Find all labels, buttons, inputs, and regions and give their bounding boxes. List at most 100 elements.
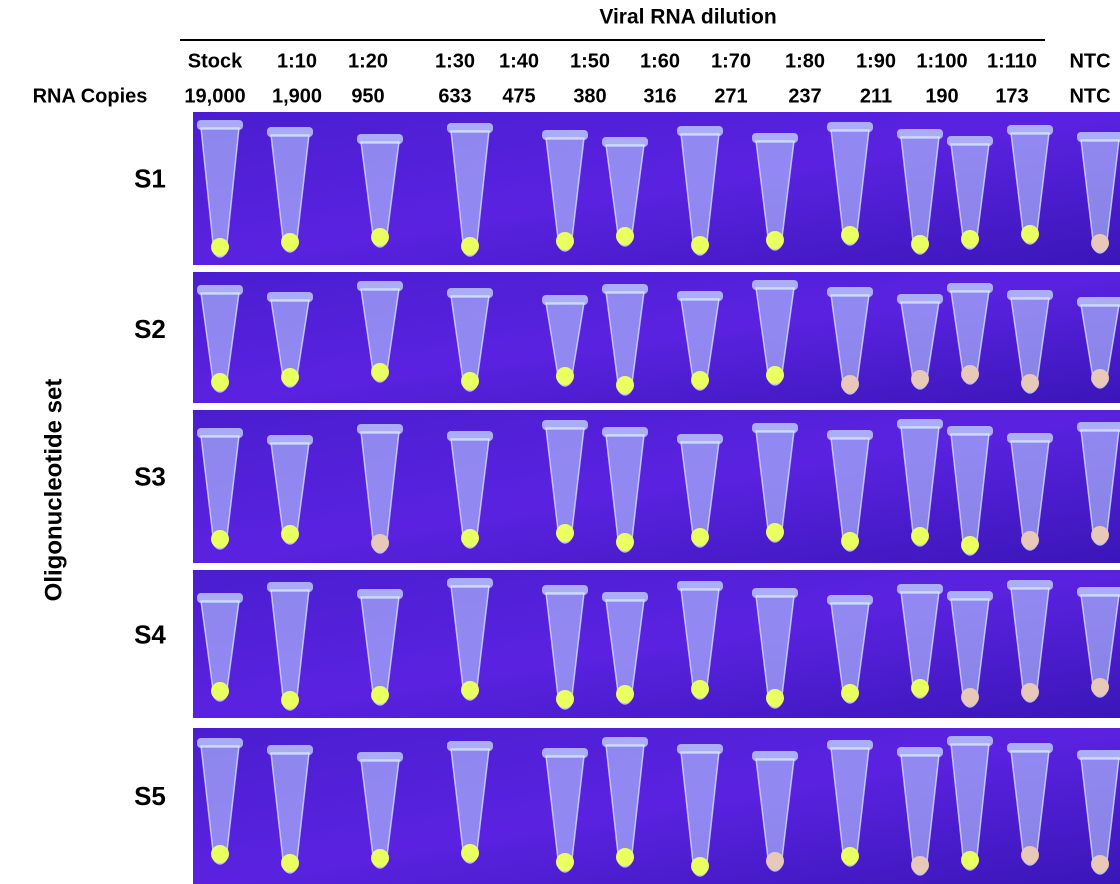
tube-liquid	[371, 686, 389, 704]
copies-value: 19,000	[184, 85, 245, 107]
tube-liquid	[556, 232, 574, 250]
tube-liquid	[371, 849, 389, 867]
tube-liquid	[766, 852, 784, 870]
tube-liquid	[691, 371, 709, 389]
dilution-label: 1:30	[435, 50, 475, 72]
dilution-label: 1:100	[916, 50, 967, 72]
tube-liquid	[1091, 369, 1109, 387]
dilution-label: 1:110	[987, 50, 1037, 72]
tube-liquid	[1091, 234, 1109, 252]
copies-value: NTC	[1069, 85, 1110, 107]
tube-liquid	[766, 523, 784, 541]
tube-liquid	[556, 524, 574, 542]
tube-liquid	[616, 376, 634, 394]
tube-liquid	[211, 682, 229, 700]
dilution-label: 1:90	[856, 50, 896, 72]
tube-liquid	[766, 689, 784, 707]
dilution-label: 1:20	[348, 50, 388, 72]
tube-liquid	[961, 536, 979, 554]
tube-liquid	[281, 233, 299, 251]
copies-value: 475	[502, 85, 535, 107]
copies-value: 190	[925, 85, 958, 107]
tube-liquid	[911, 235, 929, 253]
tube-liquid	[211, 373, 229, 391]
row-label: S5	[134, 781, 166, 811]
tube-liquid	[691, 236, 709, 254]
copies-value: 271	[714, 85, 747, 107]
tube-liquid	[1091, 678, 1109, 696]
tube-liquid	[911, 370, 929, 388]
figure-title: Viral RNA dilution	[599, 6, 776, 29]
tube-liquid	[766, 231, 784, 249]
tube-liquid	[461, 844, 479, 862]
tube-liquid	[211, 530, 229, 548]
tube-liquid	[841, 532, 859, 550]
copies-value: 1,900	[272, 85, 322, 107]
tube-liquid	[961, 230, 979, 248]
tube-liquid	[211, 238, 229, 256]
tube-liquid	[616, 227, 634, 245]
copies-value: 950	[351, 85, 384, 107]
tube-liquid	[691, 528, 709, 546]
tube-liquid	[841, 375, 859, 393]
copies-value: 237	[788, 85, 821, 107]
dilution-label: 1:70	[711, 50, 751, 72]
row-label: S2	[134, 314, 166, 344]
copies-value: 633	[438, 85, 471, 107]
tube-liquid	[616, 533, 634, 551]
tube-liquid	[841, 847, 859, 865]
tube-liquid	[1021, 531, 1039, 549]
tube-liquid	[1091, 526, 1109, 544]
tube-liquid	[1091, 855, 1109, 873]
tube-liquid	[556, 853, 574, 871]
dilution-label: Stock	[188, 50, 243, 72]
tube-liquid	[371, 534, 389, 552]
row-label: S4	[134, 619, 166, 649]
tube-liquid	[841, 226, 859, 244]
tube-liquid	[841, 684, 859, 702]
tube-liquid	[961, 365, 979, 383]
tube-liquid	[911, 679, 929, 697]
tube-liquid	[911, 527, 929, 545]
tube-liquid	[616, 685, 634, 703]
copies-label: RNA Copies	[33, 85, 148, 107]
tube-liquid	[1021, 683, 1039, 701]
tube-liquid	[961, 688, 979, 706]
dilution-label: 1:60	[640, 50, 680, 72]
tube-liquid	[461, 372, 479, 390]
tube-liquid	[1021, 374, 1039, 392]
tube-liquid	[1021, 225, 1039, 243]
tube-liquid	[281, 525, 299, 543]
dilution-label: 1:80	[785, 50, 825, 72]
dilution-label: 1:50	[570, 50, 610, 72]
row-label: S1	[134, 164, 166, 194]
tube-liquid	[281, 368, 299, 386]
tube-liquid	[911, 856, 929, 874]
copies-value: 211	[860, 85, 892, 107]
tube-liquid	[691, 680, 709, 698]
dilution-label: 1:10	[277, 50, 317, 72]
dilution-label: NTC	[1069, 50, 1110, 72]
tube-liquid	[461, 681, 479, 699]
copies-value: 173	[995, 85, 1028, 107]
tube-liquid	[961, 851, 979, 869]
tube-liquid	[556, 690, 574, 708]
axis-label: Oligonucleotide set	[40, 379, 67, 602]
tube-liquid	[461, 529, 479, 547]
row-label: S3	[134, 462, 166, 492]
tube-liquid	[371, 363, 389, 381]
dilution-label: 1:40	[499, 50, 539, 72]
copies-value: 380	[573, 85, 606, 107]
tube-liquid	[461, 237, 479, 255]
tube-liquid	[281, 854, 299, 872]
panels	[193, 112, 1120, 884]
copies-value: 316	[643, 85, 676, 107]
tube-liquid	[281, 691, 299, 709]
tube-liquid	[766, 366, 784, 384]
tube-liquid	[616, 848, 634, 866]
tube-liquid	[211, 845, 229, 863]
tube-liquid	[371, 228, 389, 246]
tube-liquid	[691, 857, 709, 875]
tube-liquid	[556, 367, 574, 385]
